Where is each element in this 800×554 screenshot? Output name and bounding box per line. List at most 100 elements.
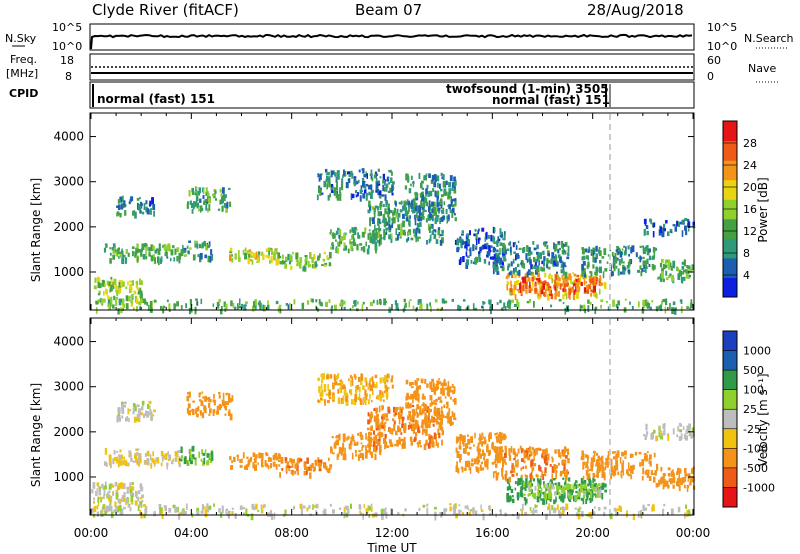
scatter-cell <box>386 379 389 383</box>
scatter-cell <box>555 275 558 281</box>
scatter-cell <box>126 486 129 493</box>
scatter-cell <box>522 448 524 453</box>
scatter-cell <box>685 473 689 477</box>
scatter-cell <box>581 480 584 485</box>
scatter-cell <box>278 304 282 308</box>
scatter-cell <box>399 236 402 239</box>
scatter-cell <box>370 503 373 507</box>
scatter-cell <box>553 464 557 472</box>
scatter-cell <box>484 246 488 250</box>
scatter-cell <box>565 484 569 490</box>
nsky-tick-top: 10^5 <box>52 21 82 34</box>
scatter-cell <box>531 266 534 269</box>
scatter-cell <box>370 184 373 191</box>
scatter-cell <box>186 408 190 414</box>
scatter-cell <box>646 245 649 252</box>
scatter-cell <box>343 169 345 176</box>
scatter-cell <box>207 255 210 263</box>
scatter-cell <box>544 293 547 296</box>
cpid-panel: CPID normal (fast) 151 twofsound (1-min)… <box>9 81 695 109</box>
scatter-cell <box>448 386 452 393</box>
scatter-cell <box>586 287 590 294</box>
scatter-cell <box>229 247 233 252</box>
scatter-cell <box>508 449 511 457</box>
scatter-cell <box>423 403 426 411</box>
scatter-cell <box>353 300 356 304</box>
scatter-cell <box>513 267 515 273</box>
scatter-cell <box>308 264 312 267</box>
colorbar-tick-label: 28 <box>743 137 757 150</box>
scatter-cell <box>659 227 663 233</box>
scatter-cell <box>277 252 281 259</box>
scatter-cell <box>333 170 335 174</box>
scatter-cell <box>271 513 274 521</box>
scatter-cell <box>550 258 553 265</box>
scatter-cell <box>351 193 355 199</box>
beam-label: Beam 07 <box>355 1 422 19</box>
scatter-cell <box>368 200 371 207</box>
scatter-cell <box>354 450 357 454</box>
scatter-cell <box>364 377 368 383</box>
scatter-cell <box>226 201 229 209</box>
scatter-cell <box>424 197 428 203</box>
scatter-cell <box>592 264 595 269</box>
scatter-cell <box>307 260 310 268</box>
scatter-cell <box>270 256 273 264</box>
scatter-cell <box>309 472 312 479</box>
scatter-cell <box>368 382 371 388</box>
scatter-cell <box>525 498 528 504</box>
scatter-cell <box>538 259 540 266</box>
scatter-cell <box>534 504 536 509</box>
scatter-cell <box>284 509 287 516</box>
scatter-cell <box>328 457 330 461</box>
scatter-cell <box>417 443 420 448</box>
scatter-cell <box>668 478 672 483</box>
scatter-cell <box>383 509 386 515</box>
scatter-cell <box>492 471 495 479</box>
scatter-cell <box>489 256 493 260</box>
scatter-cell <box>528 248 531 253</box>
scatter-cell <box>567 458 570 464</box>
scatter-cell <box>261 251 264 256</box>
scatter-cell <box>378 195 382 198</box>
scatter-cell <box>145 206 148 213</box>
scatter-cell <box>198 392 201 398</box>
scatter-cell <box>512 258 515 264</box>
scatter-cell <box>412 428 416 434</box>
scatter-cell <box>444 396 447 399</box>
scatter-cell <box>496 452 500 459</box>
scatter-cell <box>101 484 103 489</box>
scatter-cell <box>378 225 380 230</box>
scatter-cell <box>268 255 270 259</box>
scatter-cell <box>154 257 157 264</box>
scatter-cell <box>97 281 100 289</box>
colorbar-tick-label: 20 <box>743 181 757 194</box>
scatter-cell <box>391 384 394 389</box>
scatter-cell <box>552 478 556 481</box>
scatter-cell <box>615 509 618 517</box>
scatter-cell <box>428 173 431 178</box>
scatter-cell <box>178 252 181 260</box>
scatter-cell <box>341 178 344 185</box>
scatter-cell <box>320 397 323 401</box>
scatter-cell <box>407 425 410 430</box>
scatter-cell <box>374 434 378 440</box>
scatter-cell <box>118 282 121 287</box>
scatter-cell <box>590 464 593 468</box>
scatter-cell <box>645 260 648 267</box>
scatter-cell <box>257 509 260 512</box>
scatter-cell <box>329 467 332 470</box>
scatter-cell <box>483 456 486 461</box>
scatter-cell <box>216 405 219 412</box>
scatter-cell <box>97 299 101 303</box>
scatter-cell <box>670 471 674 477</box>
scatter-cell <box>400 229 403 236</box>
scatter-cell <box>97 496 99 503</box>
scatter-cell <box>203 407 206 410</box>
scatter-cell <box>652 247 656 253</box>
scatter-cell <box>594 257 597 263</box>
scatter-cell <box>122 254 126 258</box>
scatter-cell <box>682 221 685 224</box>
scatter-cell <box>372 217 375 224</box>
scatter-cell <box>381 414 385 419</box>
